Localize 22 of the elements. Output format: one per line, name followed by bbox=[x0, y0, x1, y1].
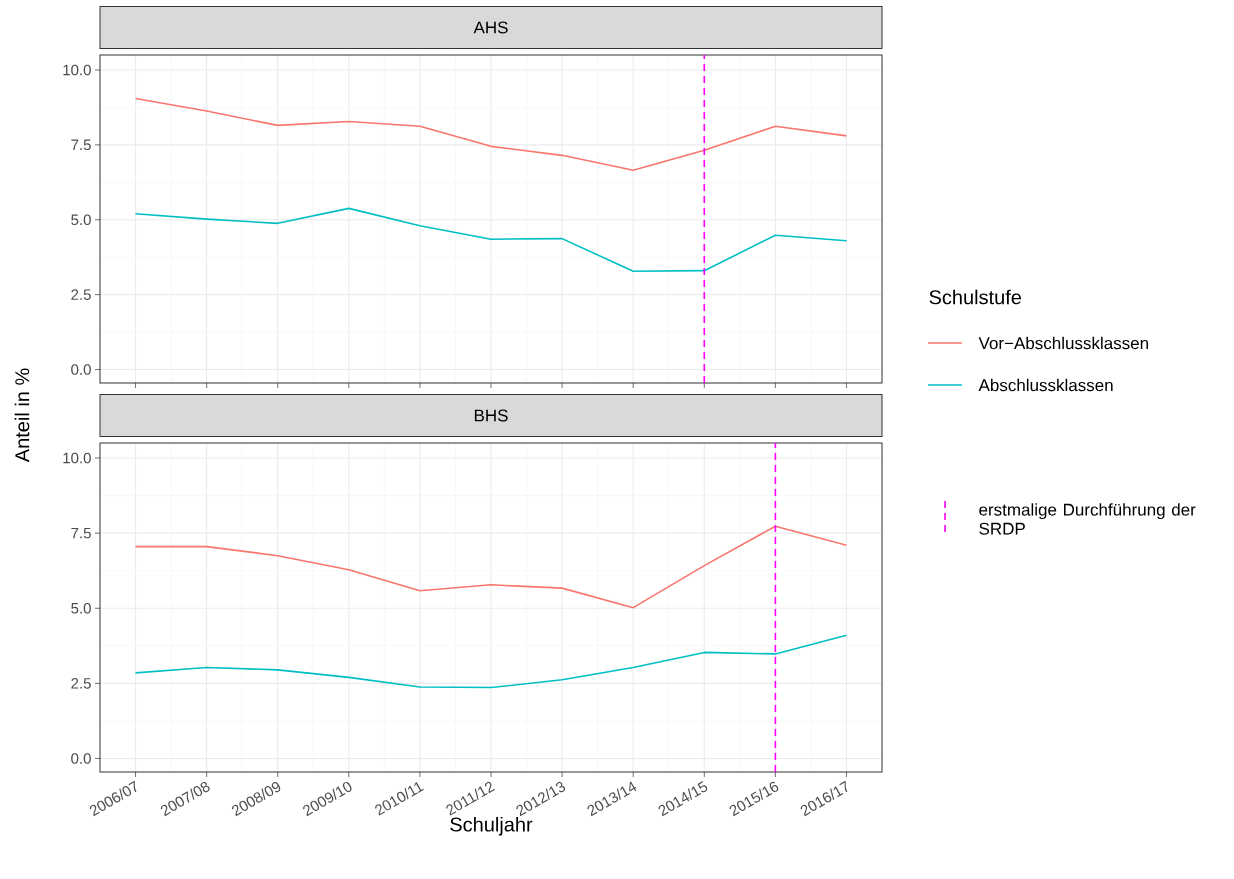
y-tick-label: 5.0 bbox=[71, 214, 91, 226]
y-tick-label: 5.0 bbox=[71, 602, 91, 614]
y-axis-title: Anteil in % bbox=[14, 368, 30, 463]
y-tick-label: 7.5 bbox=[71, 527, 91, 539]
line-series bbox=[134, 525, 848, 609]
legend-title: Schulstufe bbox=[929, 289, 1022, 305]
x-axis-title: Schuljahr bbox=[450, 816, 533, 836]
y-tick-label: 0.0 bbox=[71, 753, 91, 764]
y-tick-label: 10.0 bbox=[63, 452, 91, 464]
line-series bbox=[134, 97, 848, 172]
line-series bbox=[134, 634, 848, 689]
legend-label: erstmalige Durchführung der SRDP bbox=[979, 503, 1196, 535]
y-tick-label: 10.0 bbox=[63, 64, 91, 76]
legend-label: Vor−Abschlussklassen bbox=[978, 336, 1148, 350]
y-tick-label: 2.5 bbox=[71, 289, 91, 300]
chart-title: BHS bbox=[474, 409, 508, 422]
line-series bbox=[134, 207, 848, 273]
legend-label: Abschlussklassen bbox=[978, 378, 1113, 392]
chart-title: AHS bbox=[473, 21, 508, 34]
y-tick-label: 2.5 bbox=[71, 678, 91, 689]
y-tick-label: 7.5 bbox=[71, 139, 91, 151]
y-tick-label: 0.0 bbox=[71, 364, 91, 375]
